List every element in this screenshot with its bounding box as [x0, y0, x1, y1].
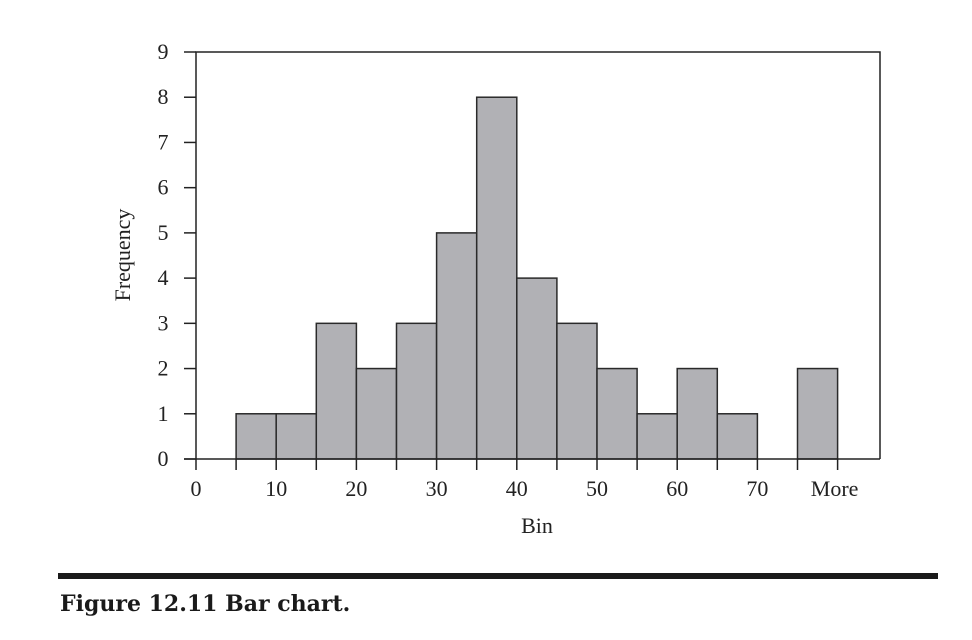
bar-4 [395, 322, 438, 460]
bar-14 [796, 367, 839, 460]
bar-11 [676, 367, 719, 460]
y-tick-label: 5 [158, 220, 169, 245]
bar-8 [556, 322, 598, 460]
x-axis: 0 10 20 30 40 50 60 70 More [191, 459, 859, 501]
x-axis-title: Bin [521, 513, 553, 538]
y-tick-label: 9 [158, 39, 169, 64]
y-axis-title: Frequency [110, 209, 135, 302]
bar-3 [355, 367, 398, 460]
bar-0 [235, 413, 277, 460]
bar-6 [475, 96, 518, 460]
bars-layer [235, 96, 839, 460]
y-axis: 0 1 2 3 4 5 6 7 8 9 [158, 39, 196, 471]
plot-border [195, 51, 881, 459]
y-tick-label: 3 [158, 310, 169, 335]
y-tick-label: 4 [158, 265, 169, 290]
y-tick-label: 0 [158, 446, 169, 471]
caption-rule [58, 573, 938, 579]
figure-caption: Figure 12.11 Bar chart. [60, 591, 351, 617]
y-tick-label: 6 [158, 175, 169, 200]
x-tick-label: 30 [426, 476, 448, 501]
x-tick-label: 0 [191, 476, 202, 501]
bar-2 [315, 322, 358, 460]
plot-frame [184, 51, 881, 460]
x-tick-label: 70 [746, 476, 768, 501]
bar-12 [716, 413, 759, 460]
bar-10 [636, 413, 678, 460]
bar-7 [516, 277, 558, 460]
bar-5 [435, 232, 478, 460]
bar-1 [275, 413, 318, 460]
x-tick-label: 20 [345, 476, 367, 501]
y-tick-label: 8 [158, 84, 169, 109]
x-tick-label: 40 [506, 476, 528, 501]
y-tick-label: 7 [158, 129, 169, 154]
x-tick-label: More [811, 476, 859, 501]
x-tick-label: 10 [265, 476, 287, 501]
bar-9 [596, 367, 638, 460]
y-tick-label: 1 [158, 401, 169, 426]
x-tick-label: 60 [666, 476, 688, 501]
y-tick-label: 2 [158, 356, 169, 381]
x-tick-label: 50 [586, 476, 608, 501]
